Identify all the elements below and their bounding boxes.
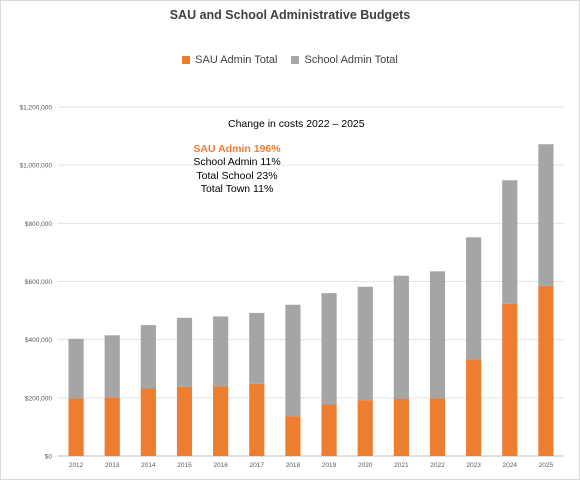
bar-sau-admin	[176, 386, 193, 456]
x-tick-label: 2019	[322, 462, 337, 469]
bar-school-admin	[321, 293, 337, 405]
x-tick-label: 2023	[466, 462, 481, 469]
bar-school-admin	[502, 180, 518, 304]
bar-sau-admin	[502, 303, 518, 456]
legend-item-sau: SAU Admin Total	[182, 54, 277, 66]
legend: SAU Admin Total School Admin Total	[0, 54, 580, 66]
bar-sau-admin	[357, 400, 373, 456]
y-tick-label: $1,000,000	[19, 163, 52, 170]
bar-school-admin	[429, 271, 446, 399]
bar-school-admin	[285, 304, 301, 417]
annotation-line-school: School Admin 11%	[193, 156, 281, 168]
x-tick-label: 2018	[286, 462, 301, 469]
x-tick-label: 2021	[394, 462, 409, 469]
legend-swatch-sau	[182, 56, 191, 64]
bar-school-admin	[140, 325, 156, 389]
y-tick-label: $200,000	[25, 395, 52, 402]
legend-item-school: School Admin Total	[291, 54, 398, 66]
bar-school-admin	[466, 237, 482, 360]
y-tick-label: $600,000	[25, 279, 52, 286]
bar-sau-admin	[104, 397, 120, 456]
annotation-box: Change in costs 2022 – 2025 SAU Admin 19…	[172, 118, 365, 197]
bar-school-admin	[393, 275, 409, 399]
bar-school-admin	[538, 144, 554, 286]
bar-school-admin	[176, 317, 193, 387]
bar-sau-admin	[393, 398, 409, 456]
bar-sau-admin	[140, 388, 156, 456]
y-tick-label: $1,200,000	[19, 105, 52, 112]
bar-school-admin	[213, 316, 229, 387]
bar-sau-admin	[285, 416, 301, 456]
y-tick-label: $800,000	[25, 221, 52, 228]
bar-sau-admin	[538, 285, 554, 456]
annotation-line-total-town: Total Town 11%	[200, 183, 274, 195]
bar-sau-admin	[466, 359, 482, 456]
y-tick-label: $0	[45, 454, 53, 461]
x-tick-label: 2017	[250, 462, 265, 469]
legend-label-sau: SAU Admin Total	[195, 54, 278, 66]
bar-school-admin	[249, 312, 265, 384]
x-tick-label: 2014	[141, 462, 156, 469]
y-tick-label: $400,000	[25, 337, 52, 344]
bar-sau-admin	[68, 398, 84, 456]
x-tick-label: 2024	[503, 462, 518, 469]
bar-sau-admin	[249, 383, 265, 456]
bar-sau-admin	[321, 404, 337, 456]
x-tick-label: 2012	[69, 462, 84, 469]
x-tick-label: 2015	[177, 462, 192, 469]
x-tick-label: 2025	[539, 462, 554, 469]
x-tick-label: 2016	[213, 462, 228, 469]
bar-school-admin	[357, 286, 373, 401]
bar-sau-admin	[429, 398, 446, 456]
annotation-heading: Change in costs 2022 – 2025	[228, 118, 365, 130]
x-tick-label: 2013	[105, 462, 120, 469]
bar-school-admin	[68, 338, 84, 399]
bar-sau-admin	[213, 386, 229, 456]
annotation-line-sau: SAU Admin 196%	[193, 142, 281, 155]
legend-label-school: School Admin Total	[304, 54, 398, 66]
bar-school-admin	[104, 335, 120, 398]
legend-swatch-school	[291, 56, 300, 64]
x-tick-label: 2022	[430, 462, 445, 469]
annotation-line-total-school: Total School 23%	[196, 169, 278, 182]
chart-title: SAU and School Administrative Budgets	[169, 8, 411, 22]
x-tick-label: 2020	[358, 462, 373, 469]
